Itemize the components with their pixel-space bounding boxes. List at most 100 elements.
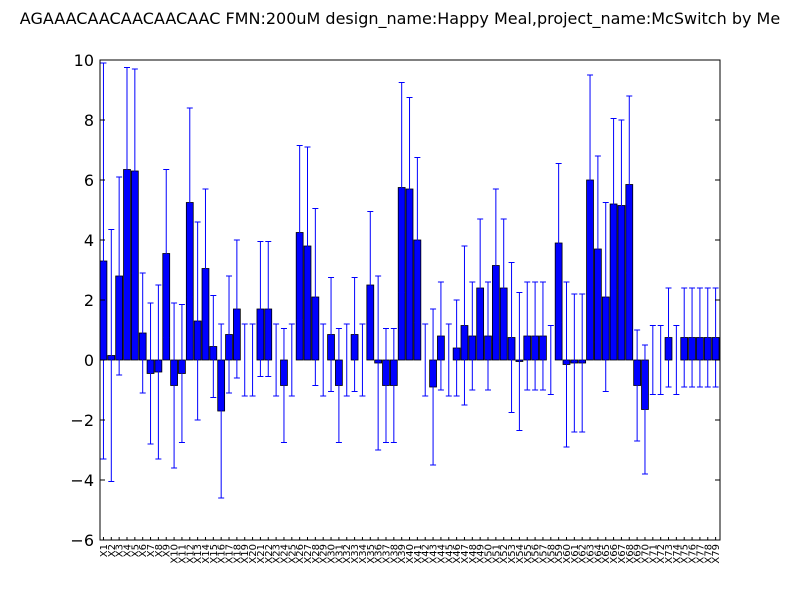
error-bar-X27 [304,146,311,346]
xtick-label-X74: X74 [672,544,683,564]
error-bar-X7 [147,302,154,445]
error-bar-X61 [571,293,578,433]
error-bar-X1 [100,62,107,460]
error-bar-X40 [406,97,413,281]
error-bar-X20 [249,323,256,397]
error-bar-X41 [414,157,421,323]
xtick-label-X8: X8 [154,544,165,557]
error-bar-X8 [155,284,162,460]
xtick-label-X31: X31 [334,544,345,564]
axes-layer: X1X2X3X4X5X6X7X8X9X10X11X12X13X14X15X16X… [70,51,722,564]
xtick-label-X9: X9 [162,544,173,557]
ytick-label: −2 [70,411,94,430]
error-bar-X24 [280,328,287,443]
error-bar-X16 [218,323,225,499]
xtick-label-X44: X44 [436,544,447,564]
xtick-label-X36: X36 [374,544,385,564]
xtick-label-X3: X3 [115,544,126,557]
error-bar-X49 [477,218,484,358]
error-bar-X34 [359,323,366,397]
ytick-label: 4 [84,231,94,250]
xtick-label-X5: X5 [130,544,141,557]
error-bar-X58 [547,325,554,395]
xtick-label-X76: X76 [688,544,699,564]
error-bar-X51 [492,188,499,343]
xtick-label-X4: X4 [122,544,133,557]
error-bar-X22 [265,241,272,377]
error-bar-X70 [641,344,648,475]
error-bar-X5 [131,68,138,274]
xtick-label-X20: X20 [248,544,259,564]
xtick-label-X26: X26 [295,544,306,564]
xtick-label-X22: X22 [264,544,275,564]
error-bar-X38 [390,328,397,443]
error-bar-X48 [469,281,476,391]
error-bar-X79 [712,287,719,388]
xtick-label-X32: X32 [342,544,353,564]
error-bar-X25 [288,323,295,397]
plot-frame [99,59,721,541]
ytick-label: 10 [74,51,94,70]
error-bar-X56 [532,281,539,391]
xtick-label-X67: X67 [617,544,628,564]
chart-title: AGAAACAACAACAACAAC FMN:200uM design_name… [20,9,780,29]
xtick-label-X55: X55 [523,544,534,564]
xtick-label-X69: X69 [633,544,644,564]
xtick-label-X15: X15 [209,544,220,564]
xtick-label-X1: X1 [99,544,110,557]
error-bar-X21 [257,241,264,377]
xtick-label-X41: X41 [413,544,424,564]
error-bar-X26 [296,145,303,320]
error-bar-X36 [375,275,382,451]
error-bar-X10 [171,302,178,469]
error-bar-X33 [351,277,358,392]
xtick-label-X48: X48 [468,544,479,564]
error-bar-X19 [241,323,248,397]
xtick-label-X21: X21 [256,544,267,564]
xtick-label-X56: X56 [531,544,542,564]
xtick-label-X72: X72 [656,544,667,564]
error-bar-X76 [689,287,696,388]
error-bar-X73 [665,287,672,388]
xtick-label-X58: X58 [546,544,557,564]
xtick-label-X12: X12 [185,544,196,564]
xtick-label-X57: X57 [538,544,549,564]
error-bar-X28 [312,208,319,386]
xtick-label-X30: X30 [327,544,338,564]
error-bar-X77 [696,287,703,388]
xtick-label-X70: X70 [640,544,651,564]
xtick-label-X47: X47 [460,544,471,564]
xtick-label-X60: X60 [562,544,573,564]
xtick-label-X75: X75 [680,544,691,564]
error-bar-X30 [328,277,335,392]
error-bar-X17 [226,275,233,394]
ytick-label: 0 [84,351,94,370]
error-bar-X14 [202,188,209,349]
error-bar-X9 [163,169,170,338]
error-bar-X47 [461,245,468,406]
xtick-label-X27: X27 [303,544,314,564]
error-bar-X46 [453,299,460,397]
xtick-label-X68: X68 [625,544,636,564]
xtick-label-X49: X49 [476,544,487,564]
xtick-label-X17: X17 [225,544,236,564]
xtick-label-X7: X7 [146,544,157,557]
error-bar-X31 [335,328,342,443]
xtick-label-X35: X35 [366,544,377,564]
error-bar-X67 [618,119,625,292]
error-bar-X4 [123,67,130,272]
xtick-label-X10: X10 [170,544,181,564]
error-bar-X62 [579,293,586,433]
xtick-label-X6: X6 [138,544,149,557]
ytick-label: −6 [70,531,94,550]
xtick-label-X16: X16 [217,544,228,564]
error-bar-X66 [610,118,617,290]
xtick-label-X39: X39 [397,544,408,564]
error-bar-X43 [430,308,437,466]
ytick-label: 8 [84,111,94,130]
error-bar-X75 [681,287,688,388]
error-bar-X64 [594,155,601,343]
xtick-label-X23: X23 [272,544,283,564]
xtick-label-X77: X77 [695,544,706,564]
xtick-label-X53: X53 [507,544,518,564]
